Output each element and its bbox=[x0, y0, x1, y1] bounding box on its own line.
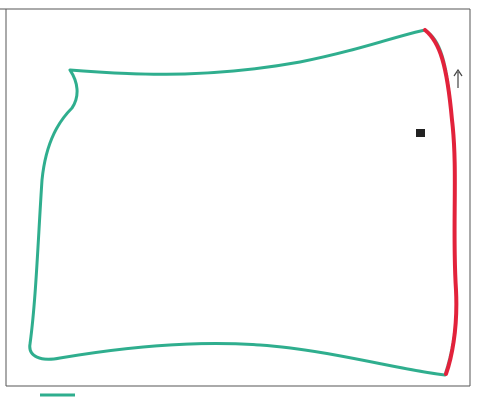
arrow-icon bbox=[453, 68, 463, 88]
highlighted-boundary-segment bbox=[423, 28, 459, 376]
location-marker bbox=[416, 129, 425, 137]
area-boundary bbox=[28, 28, 458, 377]
